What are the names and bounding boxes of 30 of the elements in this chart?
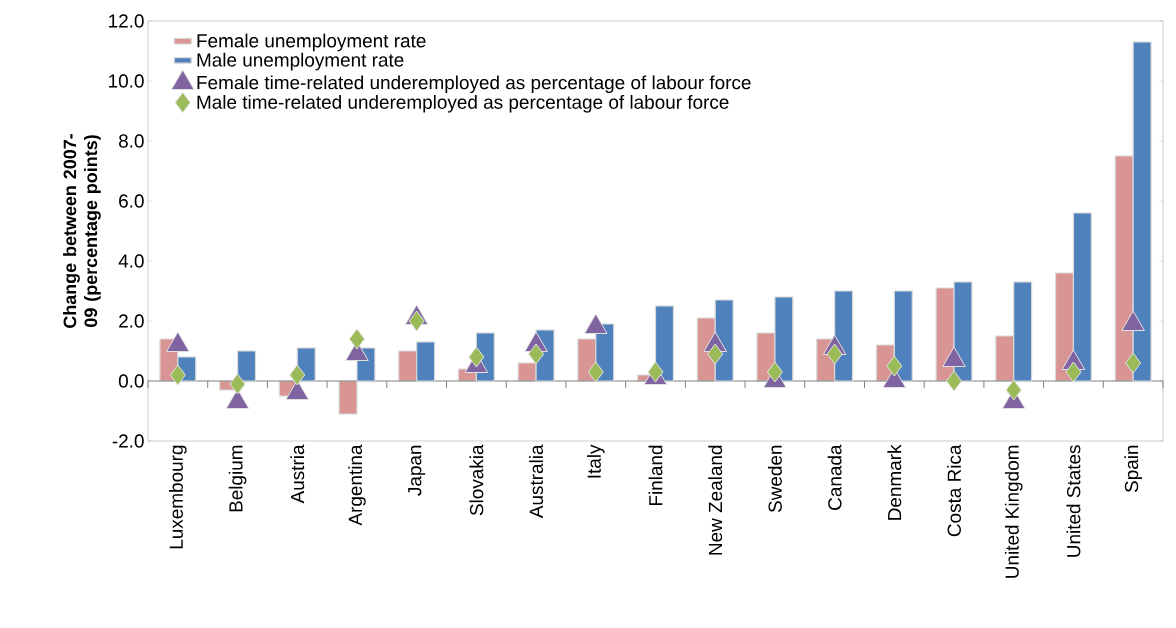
x-tick-label: Costa Rica bbox=[947, 444, 961, 537]
x-tick-label: Spain bbox=[1124, 445, 1142, 493]
x-tick-label: New Zealand bbox=[708, 445, 723, 555]
x-tick-label: Slovakia bbox=[469, 444, 484, 516]
x-tick-label: Belgium bbox=[228, 445, 247, 512]
legend-label: Female time-related underemployed as percentage of labour force bbox=[197, 75, 751, 94]
x-tick-label: United Kingdom bbox=[1004, 445, 1023, 578]
x-tick-label: Finland bbox=[648, 445, 663, 506]
y-tick-label: 10.0 bbox=[109, 74, 144, 88]
x-tick-label: Italy bbox=[586, 444, 605, 478]
x-tick-label: Canada bbox=[827, 444, 842, 510]
y-tick-label: 8.0 bbox=[118, 134, 144, 148]
y-tick-label: -2.0 bbox=[112, 434, 144, 448]
x-tick-label: Australia bbox=[529, 444, 544, 519]
legend-label: Female unemployment rate bbox=[197, 33, 426, 52]
y-tick-label: 0.0 bbox=[118, 374, 144, 388]
x-tick-label: Austria bbox=[290, 444, 305, 504]
x-tick-label: Japan bbox=[408, 445, 426, 496]
y-tick-label: 6.0 bbox=[119, 194, 144, 208]
x-tick-label: United States bbox=[1066, 445, 1081, 557]
y-tick-label: 2.0 bbox=[119, 314, 144, 328]
x-tick-label: Denmark bbox=[887, 444, 902, 520]
y-tick-label: 12.0 bbox=[109, 14, 144, 28]
x-tick-label: Sweden bbox=[767, 445, 782, 513]
y-tick-label: 4.0 bbox=[118, 254, 144, 268]
x-tick-label: Argentina bbox=[348, 444, 366, 526]
legend-label: Male time-related underemployed as percentage of labour force bbox=[197, 94, 729, 113]
legend-label: Male unemployment rate bbox=[197, 52, 404, 71]
x-tick-label: Luxembourg bbox=[169, 445, 187, 549]
y-axis-title: Change between 2007-09 (percentage points) bbox=[63, 134, 101, 328]
